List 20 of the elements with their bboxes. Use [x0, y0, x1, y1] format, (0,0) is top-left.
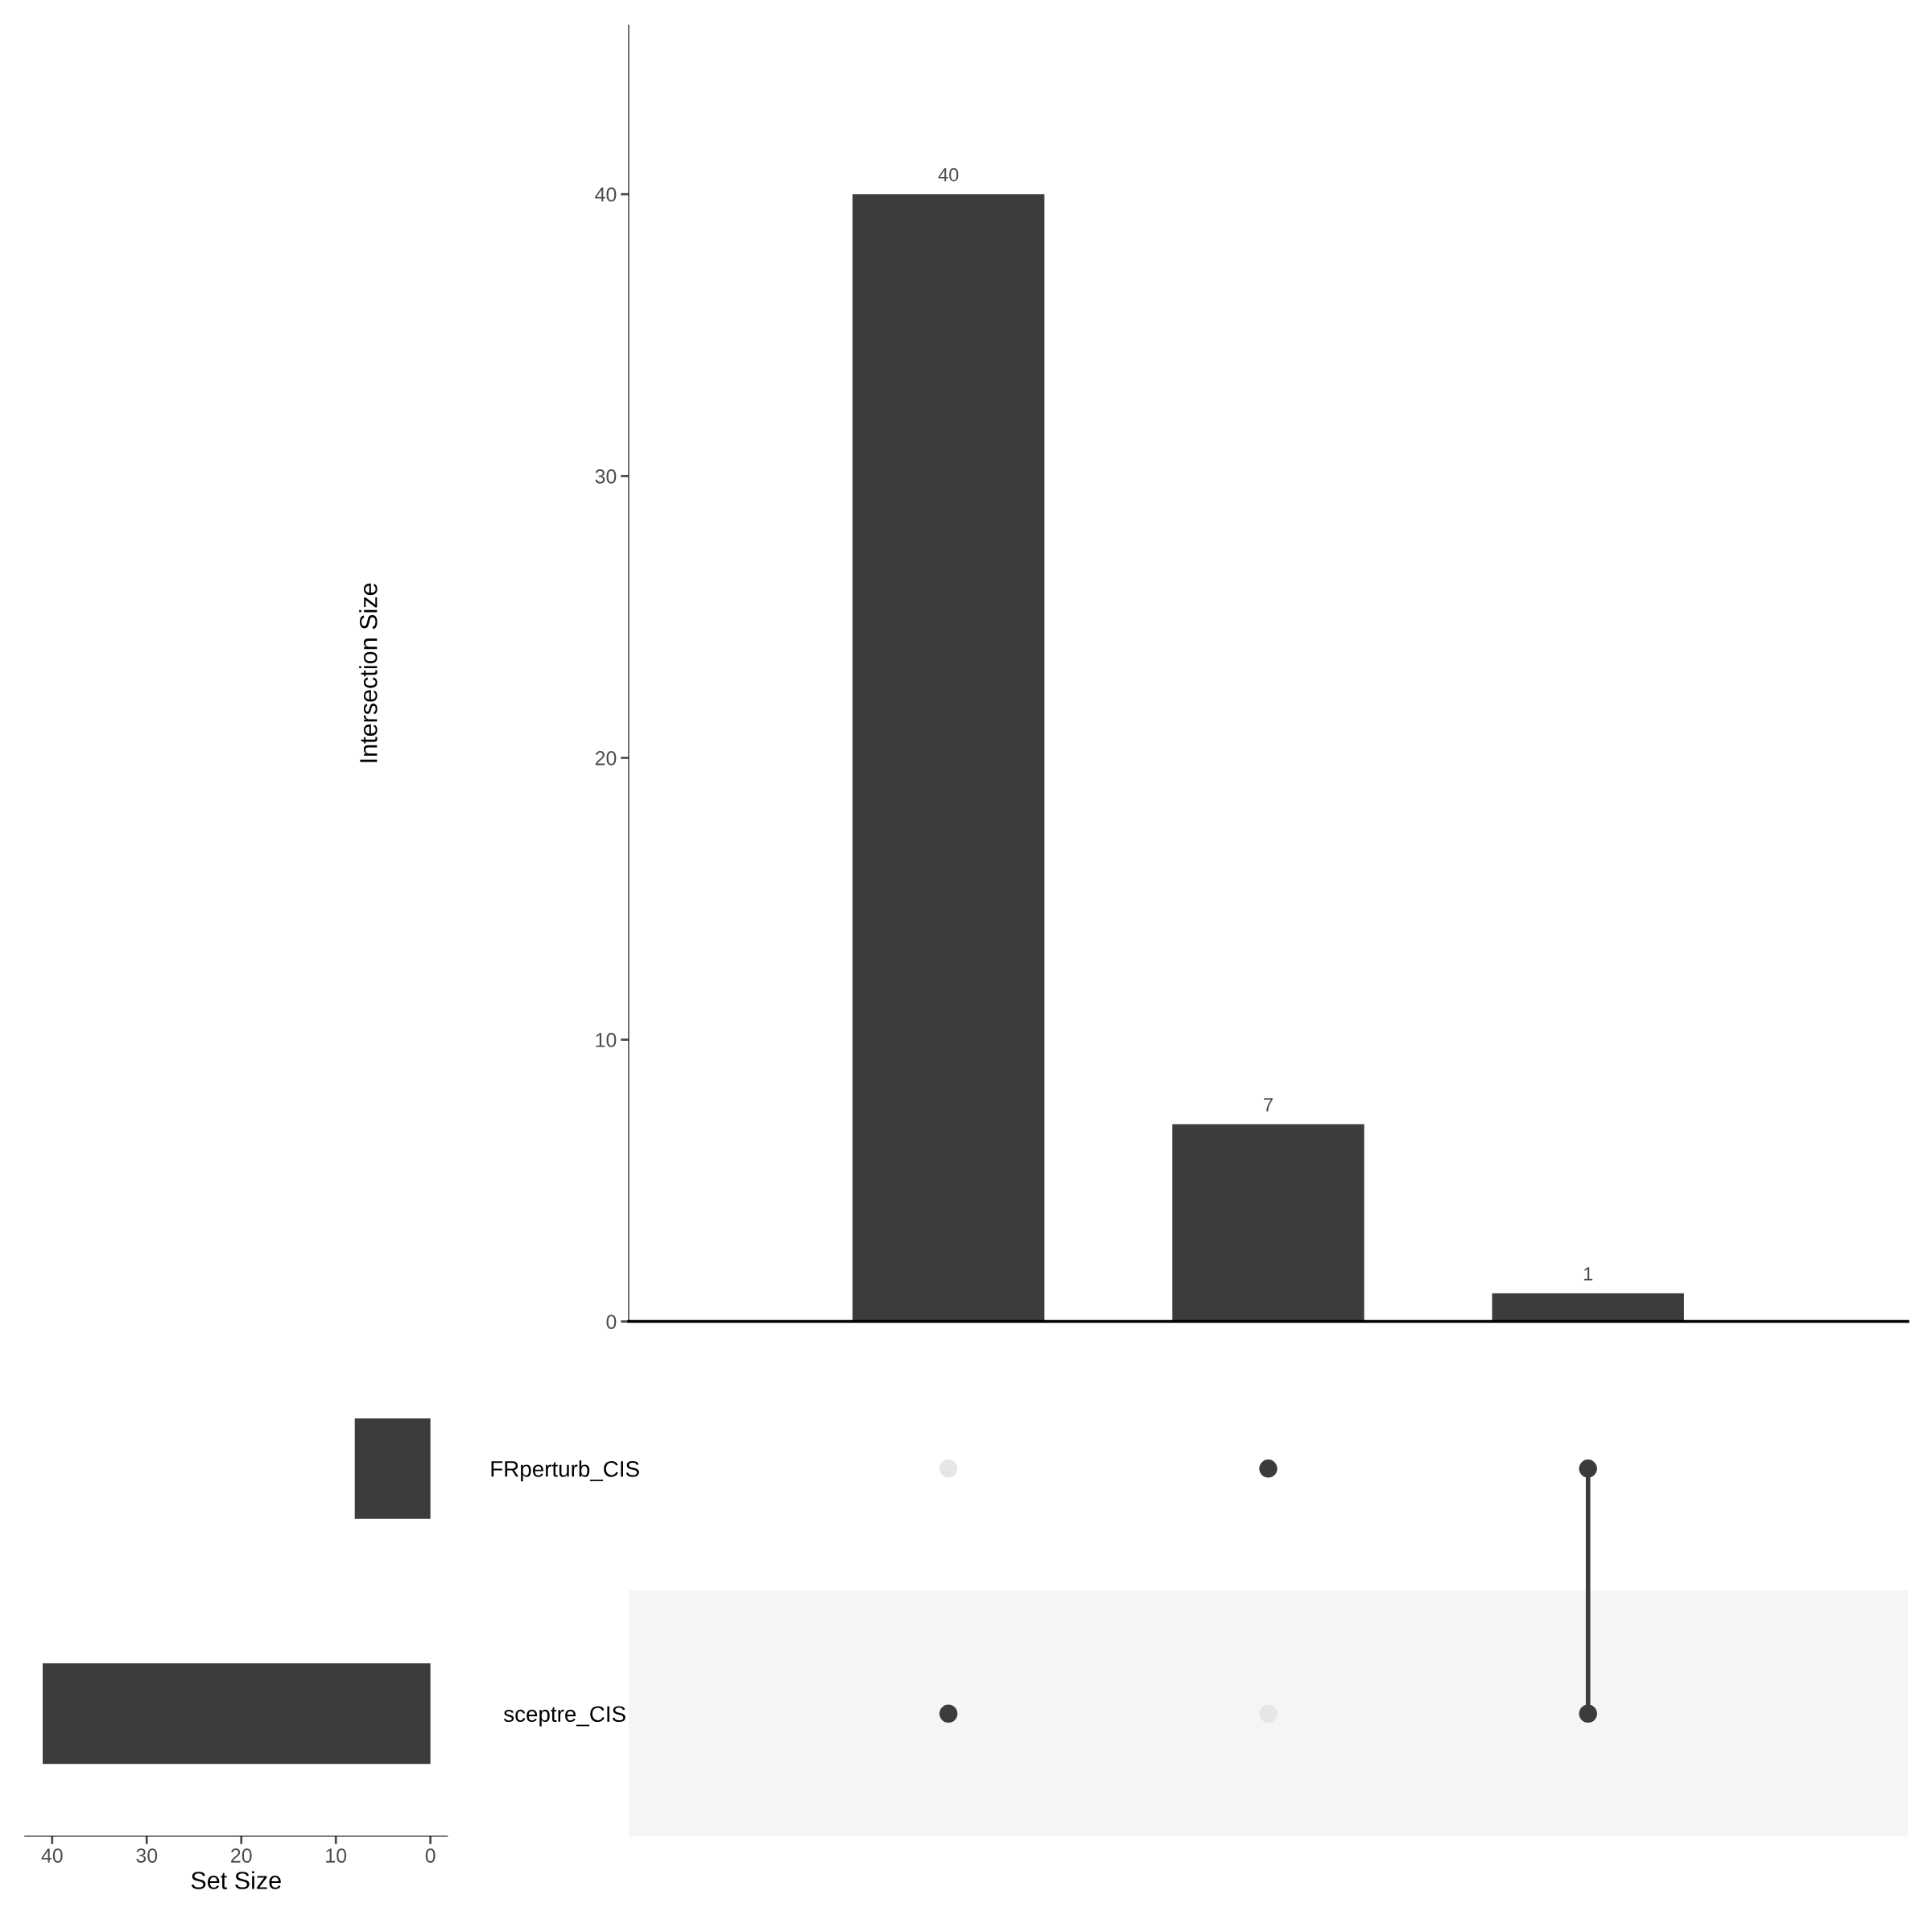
data-label: 40 — [938, 167, 959, 182]
y-tick-label: 20 — [595, 751, 617, 766]
y-axis-title: Intersection Size — [359, 583, 378, 762]
x-tick-label: 20 — [231, 1848, 252, 1863]
bar — [852, 194, 1045, 1322]
x-tick-label: 40 — [41, 1848, 63, 1863]
y-tick-label: 0 — [606, 1315, 617, 1329]
x-axis-title: Set Size — [191, 1871, 281, 1889]
y-tick-label: sceptre_CIS — [504, 1706, 625, 1727]
data-label: 1 — [1583, 1267, 1593, 1281]
data-label: 7 — [1264, 1098, 1273, 1112]
bar — [1172, 1124, 1364, 1322]
bar — [1492, 1293, 1684, 1322]
x-tick-label: 30 — [136, 1848, 158, 1863]
y-tick-label: 30 — [595, 469, 617, 484]
y-tick-label: 10 — [596, 1033, 617, 1047]
x-tick-label: 10 — [326, 1848, 347, 1863]
x-tick-label: 0 — [425, 1848, 436, 1863]
y-tick-label: FRperturb_CIS — [491, 1460, 639, 1482]
y-tick-label: 40 — [595, 187, 617, 202]
